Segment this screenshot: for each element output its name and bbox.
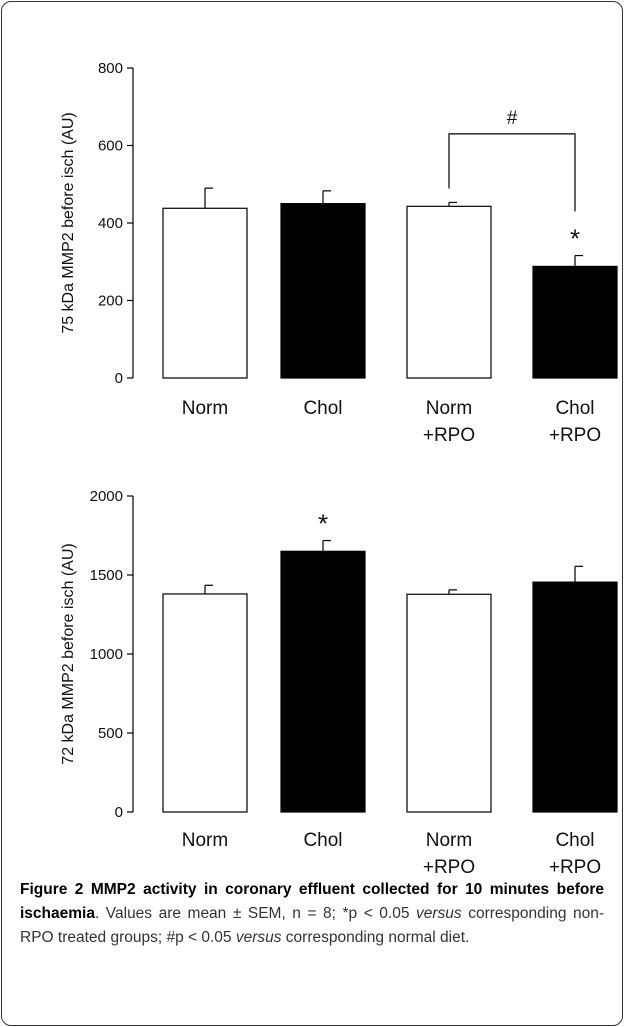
y-tick-label: 0	[115, 370, 123, 387]
bar	[407, 594, 491, 812]
chart-2: 0 500 1000 1500 2000 72 kDa MMP2 before isch …	[60, 488, 617, 878]
category-label: Chol	[555, 398, 594, 419]
y-tick-label: 400	[98, 215, 123, 232]
y-tick-label: 0	[115, 804, 123, 821]
category-label: Norm	[426, 398, 472, 419]
caption-text-3: corresponding normal diet.	[282, 929, 470, 946]
caption-text-1: . Values are mean ± SEM, n = 8; *p < 0.0…	[95, 905, 416, 922]
figure-caption: Figure 2 MMP2 activity in coronary efflu…	[20, 878, 604, 950]
y-tick-label: 1000	[90, 646, 123, 663]
category-label: Chol	[555, 830, 594, 851]
y-axis-label: 75 kDa MMP2 before isch (AU)	[60, 112, 77, 333]
bar	[281, 204, 365, 378]
category-label-line2: +RPO	[549, 425, 601, 446]
bar	[163, 208, 247, 378]
y-tick-label: 500	[98, 725, 123, 742]
y-axis-label: 72 kDa MMP2 before isch (AU)	[60, 543, 77, 764]
category-label: Norm	[426, 830, 472, 851]
y-tick-label: 200	[98, 293, 123, 310]
bar	[533, 582, 617, 812]
category-label: Chol	[303, 830, 342, 851]
significance-star: *	[570, 224, 580, 254]
y-tick-label: 600	[98, 138, 123, 155]
y-tick-label: 800	[98, 60, 123, 77]
category-label: Chol	[303, 398, 342, 419]
significance-star: *	[318, 509, 328, 539]
bracket-label: #	[507, 108, 518, 129]
y-tick-label: 1500	[90, 567, 123, 584]
category-label: Norm	[182, 830, 228, 851]
bar	[281, 551, 365, 812]
bar	[533, 266, 617, 378]
category-label-line2: +RPO	[423, 425, 475, 446]
caption-italic-1: versus	[416, 905, 462, 922]
category-label-line2: +RPO	[549, 857, 601, 878]
y-tick-label: 2000	[90, 488, 123, 505]
caption-italic-2: versus	[236, 929, 282, 946]
comparison-bracket	[449, 134, 575, 212]
bar	[407, 206, 491, 378]
bar	[163, 594, 247, 812]
chart-1: 0 200 400 600 800 75 kDa MMP2 before isch (AU…	[60, 60, 617, 446]
category-label: Norm	[182, 398, 228, 419]
category-label-line2: +RPO	[423, 857, 475, 878]
